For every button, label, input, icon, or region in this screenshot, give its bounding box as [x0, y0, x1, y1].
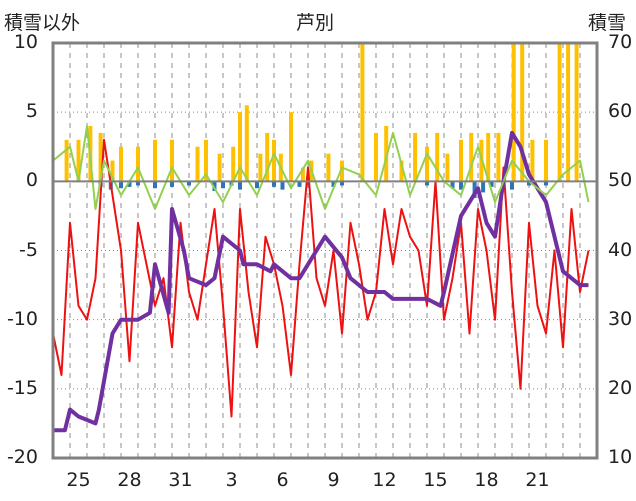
- x-tick: 18: [474, 469, 499, 491]
- bar-orange-bars-1: [76, 139, 81, 182]
- bar-blue-bars-12: [255, 181, 259, 189]
- left-y-tick: 5: [25, 100, 38, 123]
- x-tick: 3: [225, 469, 238, 491]
- bar-blue-bars-4: [136, 181, 140, 186]
- bar-orange-bars-35: [486, 132, 491, 182]
- series-red-line: [52, 138, 590, 418]
- line-series: [52, 125, 590, 433]
- plot-frame: [51, 41, 599, 460]
- bar-orange-bars-0: [64, 139, 69, 182]
- bar-orange-bars-37: [511, 43, 516, 182]
- bar-orange-bars-14: [244, 105, 249, 182]
- bar-blue-bars-26: [527, 181, 531, 186]
- bar-orange-bars-24: [360, 43, 365, 182]
- bar-blue-bars-14: [280, 181, 285, 190]
- series-purple-line: [53, 130, 589, 433]
- bar-blue-bars-13: [272, 181, 276, 187]
- bar-orange-bars-33: [469, 132, 474, 182]
- x-tick: 21: [525, 469, 550, 491]
- bar-blue-bars-3: [127, 181, 132, 187]
- left-y-tick: -5: [19, 238, 38, 261]
- right-y-tick: 10: [608, 446, 633, 468]
- bar-orange-bars-4: [110, 160, 115, 182]
- x-tick: 9: [327, 469, 340, 491]
- bar-blue-bars-5: [153, 181, 157, 189]
- bar-orange-bars-6: [136, 146, 140, 182]
- left-y-tick: -15: [6, 376, 38, 399]
- bar-orange-bars-8: [170, 139, 174, 182]
- chart-title: 芦別: [296, 12, 335, 34]
- bar-orange-bars-20: [300, 167, 305, 182]
- bar-orange-bars-36: [496, 132, 501, 182]
- bar-blue-bars-15: [297, 181, 302, 187]
- x-tick: 31: [168, 469, 193, 491]
- bar-orange-bars-27: [399, 160, 404, 182]
- left-axis-label: 積雪以外: [4, 12, 81, 34]
- x-tick: 12: [372, 469, 397, 491]
- x-tick: 15: [423, 469, 448, 491]
- bar-blue-bars-21: [459, 181, 463, 190]
- x-tick: 25: [66, 469, 91, 491]
- bar-orange-bars-38: [520, 43, 525, 182]
- bar-blue-bars-11: [238, 181, 242, 190]
- bar-orange-bars-32: [459, 139, 463, 182]
- bar-blue-bars-27: [544, 181, 548, 186]
- bar-blue-bars-18: [340, 181, 344, 186]
- bar-orange-bars-13: [238, 112, 242, 182]
- bar-blue-bars-19: [425, 181, 429, 186]
- bar-orange-bars-41: [557, 43, 562, 182]
- bar-blue-bars-25: [510, 181, 514, 190]
- bar-blue-bars-24: [489, 181, 494, 187]
- bar-orange-bars-31: [445, 153, 450, 182]
- right-axis-label: 積雪: [588, 12, 627, 34]
- right-y-tick: 50: [608, 169, 633, 192]
- grid-lines: [53, 43, 597, 458]
- bar-blue-bars-20: [450, 181, 455, 189]
- bar-blue-bars-17: [331, 181, 336, 187]
- bar-blue-bars-2: [119, 181, 123, 189]
- bar-orange-bars-7: [153, 139, 157, 182]
- bar-blue-bars-9: [221, 181, 225, 189]
- bar-orange-bars-9: [195, 146, 200, 182]
- bar-orange-bars-25: [374, 132, 378, 182]
- bar-orange-bars-30: [435, 132, 440, 182]
- series-green-line: [52, 125, 590, 210]
- bar-orange-bars-16: [265, 132, 270, 182]
- bar-orange-bars-39: [530, 139, 535, 182]
- bar-blue-bars-23: [481, 181, 486, 193]
- bar-orange-bars-26: [384, 126, 389, 182]
- bar-blue-bars-16: [306, 181, 310, 186]
- bar-orange-bars-10: [204, 139, 208, 182]
- bar-orange-bars-43: [574, 43, 579, 182]
- left-y-tick: -20: [6, 446, 38, 468]
- right-y-tick: 20: [608, 376, 633, 399]
- left-y-tick: 0: [25, 169, 38, 192]
- bar-orange-bars-15: [258, 153, 263, 182]
- bar-orange-bars-12: [231, 146, 236, 182]
- bar-orange-bars-11: [217, 153, 222, 182]
- x-tick: 6: [276, 469, 289, 491]
- bar-blue-bars-6: [170, 181, 174, 187]
- bar-orange-bars-42: [566, 43, 571, 182]
- right-y-tick: 70: [608, 31, 633, 53]
- bar-blue-bars-22: [472, 181, 477, 198]
- bar-orange-bars-22: [326, 153, 331, 182]
- bar-blue-bars-8: [212, 181, 217, 192]
- right-y-tick: 60: [608, 100, 633, 123]
- bar-blue-bars-7: [187, 181, 191, 186]
- bar-orange-bars-17: [272, 139, 276, 182]
- left-y-tick: -10: [6, 307, 38, 330]
- bar-orange-bars-40: [544, 139, 548, 182]
- right-y-tick: 30: [608, 307, 633, 330]
- right-y-tick: 40: [608, 238, 633, 261]
- bar-orange-bars-3: [98, 132, 103, 182]
- bar-orange-bars-19: [289, 112, 293, 182]
- bar-orange-bars-23: [340, 160, 344, 182]
- bar-orange-bars-28: [413, 132, 418, 182]
- bar-orange-bars-5: [119, 146, 123, 182]
- x-tick: 28: [117, 469, 142, 491]
- left-y-tick: 10: [13, 31, 38, 53]
- bar-orange-bars-29: [425, 146, 429, 182]
